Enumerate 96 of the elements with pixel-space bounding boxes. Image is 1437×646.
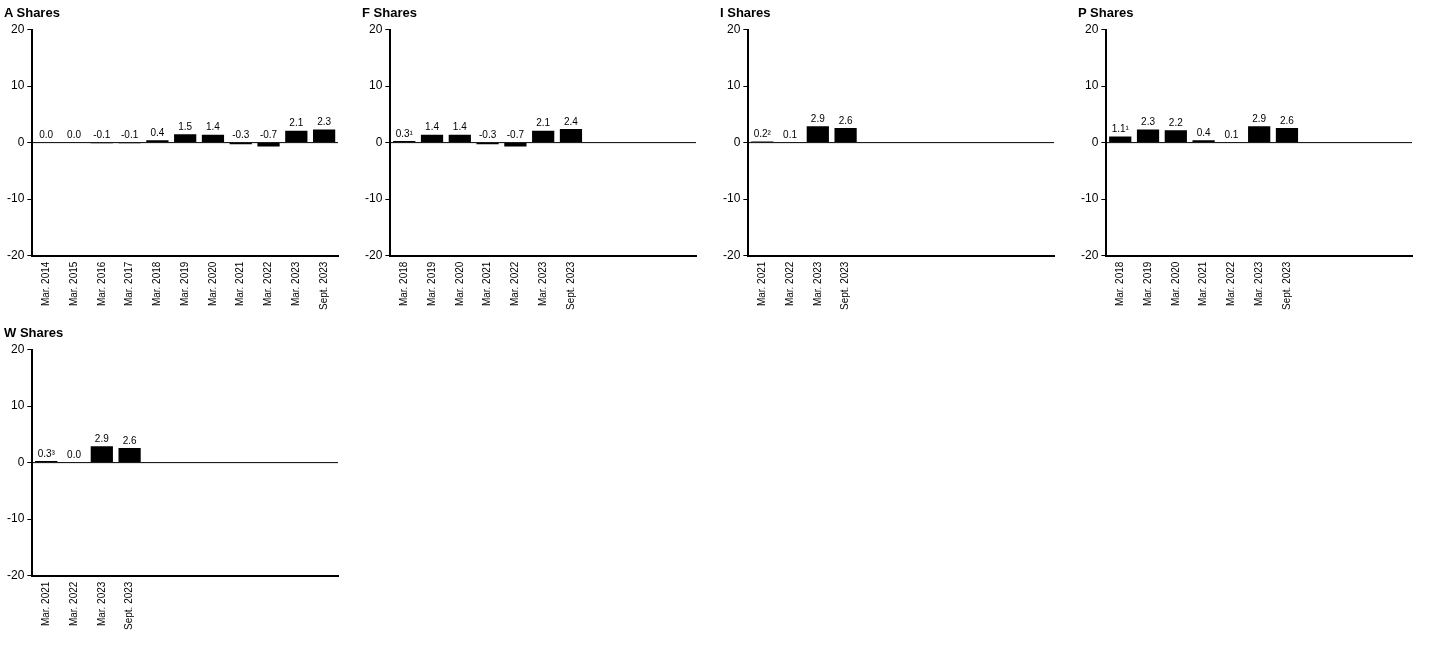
chart-title: I Shares <box>720 5 771 21</box>
y-tick-label: 0 <box>17 454 25 469</box>
x-tick-label: Mar. 2022 <box>783 261 795 307</box>
y-tick-label: 20 <box>1084 21 1099 36</box>
data-label: 0.0 <box>67 449 82 461</box>
x-tick-label: Mar. 2019 <box>425 261 437 307</box>
x-tick-label: Mar. 2014 <box>39 261 51 307</box>
y-tick-label: 10 <box>10 78 25 93</box>
y-tick-label: -20 <box>723 247 741 262</box>
data-label: 0.0 <box>67 129 82 141</box>
x-tick-label: Mar. 2023 <box>1252 261 1264 307</box>
x-tick-label: Mar. 2017 <box>123 261 135 307</box>
data-label: -0.3 <box>232 129 250 141</box>
data-label: 1.5 <box>178 120 193 132</box>
x-tick-label: Sept. 2023 <box>564 261 576 310</box>
y-tick-label: -20 <box>7 567 25 582</box>
y-tick-label: 10 <box>10 398 25 413</box>
x-tick-label: Mar. 2019 <box>178 261 190 307</box>
data-label: 2.9 <box>1252 112 1267 124</box>
y-tick-label: 0 <box>375 134 383 149</box>
y-tick-label: 20 <box>10 21 25 36</box>
y-tick-label: 10 <box>1084 78 1099 93</box>
data-label: -0.7 <box>506 129 525 141</box>
data-label: 0.1 <box>1224 128 1239 140</box>
x-tick-label: Mar. 2021 <box>481 261 493 307</box>
y-tick-label: 0 <box>1091 134 1099 149</box>
data-label: 2.1 <box>289 117 304 129</box>
x-tick-label: Mar. 2019 <box>1141 261 1153 307</box>
data-label: 0.4 <box>1196 127 1211 139</box>
x-tick-label: Mar. 2018 <box>151 261 163 307</box>
x-tick-label: Mar. 2022 <box>509 261 521 307</box>
chart-title: W Shares <box>4 325 64 341</box>
chart-title: A Shares <box>4 5 60 21</box>
data-label: 0.1 <box>783 128 798 140</box>
data-label: -0.1 <box>93 129 111 141</box>
y-tick-label: 20 <box>10 341 25 356</box>
data-label: 2.2 <box>1168 116 1184 128</box>
data-label: 2.9 <box>94 432 110 444</box>
x-tick-label: Mar. 2020 <box>453 261 465 307</box>
y-tick-label: -20 <box>7 247 25 262</box>
y-tick-label: 10 <box>368 78 383 93</box>
x-tick-label: Mar. 2021 <box>39 581 51 627</box>
x-tick-label: Mar. 2015 <box>67 261 79 307</box>
x-tick-label: Sept. 2023 <box>839 261 851 310</box>
x-tick-label: Mar. 2023 <box>811 261 823 307</box>
x-tick-label: Mar. 2023 <box>536 261 548 307</box>
x-tick-label: Mar. 2018 <box>397 261 409 307</box>
x-tick-label: Mar. 2023 <box>290 261 302 307</box>
x-tick-label: Mar. 2022 <box>1225 261 1237 307</box>
chart-title: P Shares <box>1078 5 1134 21</box>
x-tick-label: Mar. 2021 <box>234 261 246 307</box>
x-tick-label: Mar. 2021 <box>755 261 767 307</box>
x-tick-label: Mar. 2018 <box>1113 261 1125 307</box>
y-tick-label: 0 <box>17 134 25 149</box>
y-tick-label: -10 <box>7 191 25 206</box>
y-tick-label: -20 <box>1081 247 1099 262</box>
x-tick-label: Mar. 2021 <box>1197 261 1209 307</box>
y-tick-label: -10 <box>1081 191 1099 206</box>
data-label: -0.1 <box>120 129 139 141</box>
data-label: 0.0 <box>39 129 54 141</box>
data-label: 1.4 <box>206 121 221 133</box>
data-label: 2.3 <box>1141 116 1156 128</box>
x-tick-label: Mar. 2020 <box>206 261 218 307</box>
data-label: 2.6 <box>122 434 137 446</box>
x-tick-label: Mar. 2022 <box>262 261 274 307</box>
data-label: 0.3³ <box>37 447 56 459</box>
data-label: 0.3¹ <box>395 127 414 139</box>
data-label: 2.4 <box>564 115 579 127</box>
x-tick-label: Mar. 2020 <box>1169 261 1181 307</box>
data-label: 1.4 <box>425 121 440 133</box>
data-label: 0.4 <box>150 127 165 139</box>
data-label: 2.1 <box>536 117 551 129</box>
x-tick-label: Mar. 2022 <box>67 581 79 627</box>
data-label: 2.6 <box>1280 114 1295 126</box>
data-label: -0.7 <box>259 129 278 141</box>
y-tick-label: -10 <box>7 511 25 526</box>
y-tick-label: -10 <box>723 191 741 206</box>
x-tick-label: Sept. 2023 <box>317 261 329 310</box>
data-label: 1.4 <box>452 121 468 133</box>
y-tick-label: 20 <box>368 21 383 36</box>
y-tick-label: -10 <box>365 191 383 206</box>
y-tick-label: 10 <box>726 78 741 93</box>
data-label: -0.3 <box>478 129 497 141</box>
data-label: 0.2² <box>753 128 772 140</box>
x-tick-label: Mar. 2016 <box>95 261 107 307</box>
data-label: 2.3 <box>317 116 332 128</box>
x-tick-label: Mar. 2023 <box>95 581 107 627</box>
x-tick-label: Sept. 2023 <box>123 581 135 630</box>
data-label: 1.1¹ <box>1111 123 1130 135</box>
y-tick-label: 0 <box>733 134 741 149</box>
y-tick-label: -20 <box>365 247 383 262</box>
chart-title: F Shares <box>362 5 417 21</box>
data-label: 2.6 <box>838 114 853 126</box>
y-tick-label: 20 <box>726 21 741 36</box>
data-label: 2.9 <box>810 112 826 124</box>
x-tick-label: Sept. 2023 <box>1280 261 1292 310</box>
